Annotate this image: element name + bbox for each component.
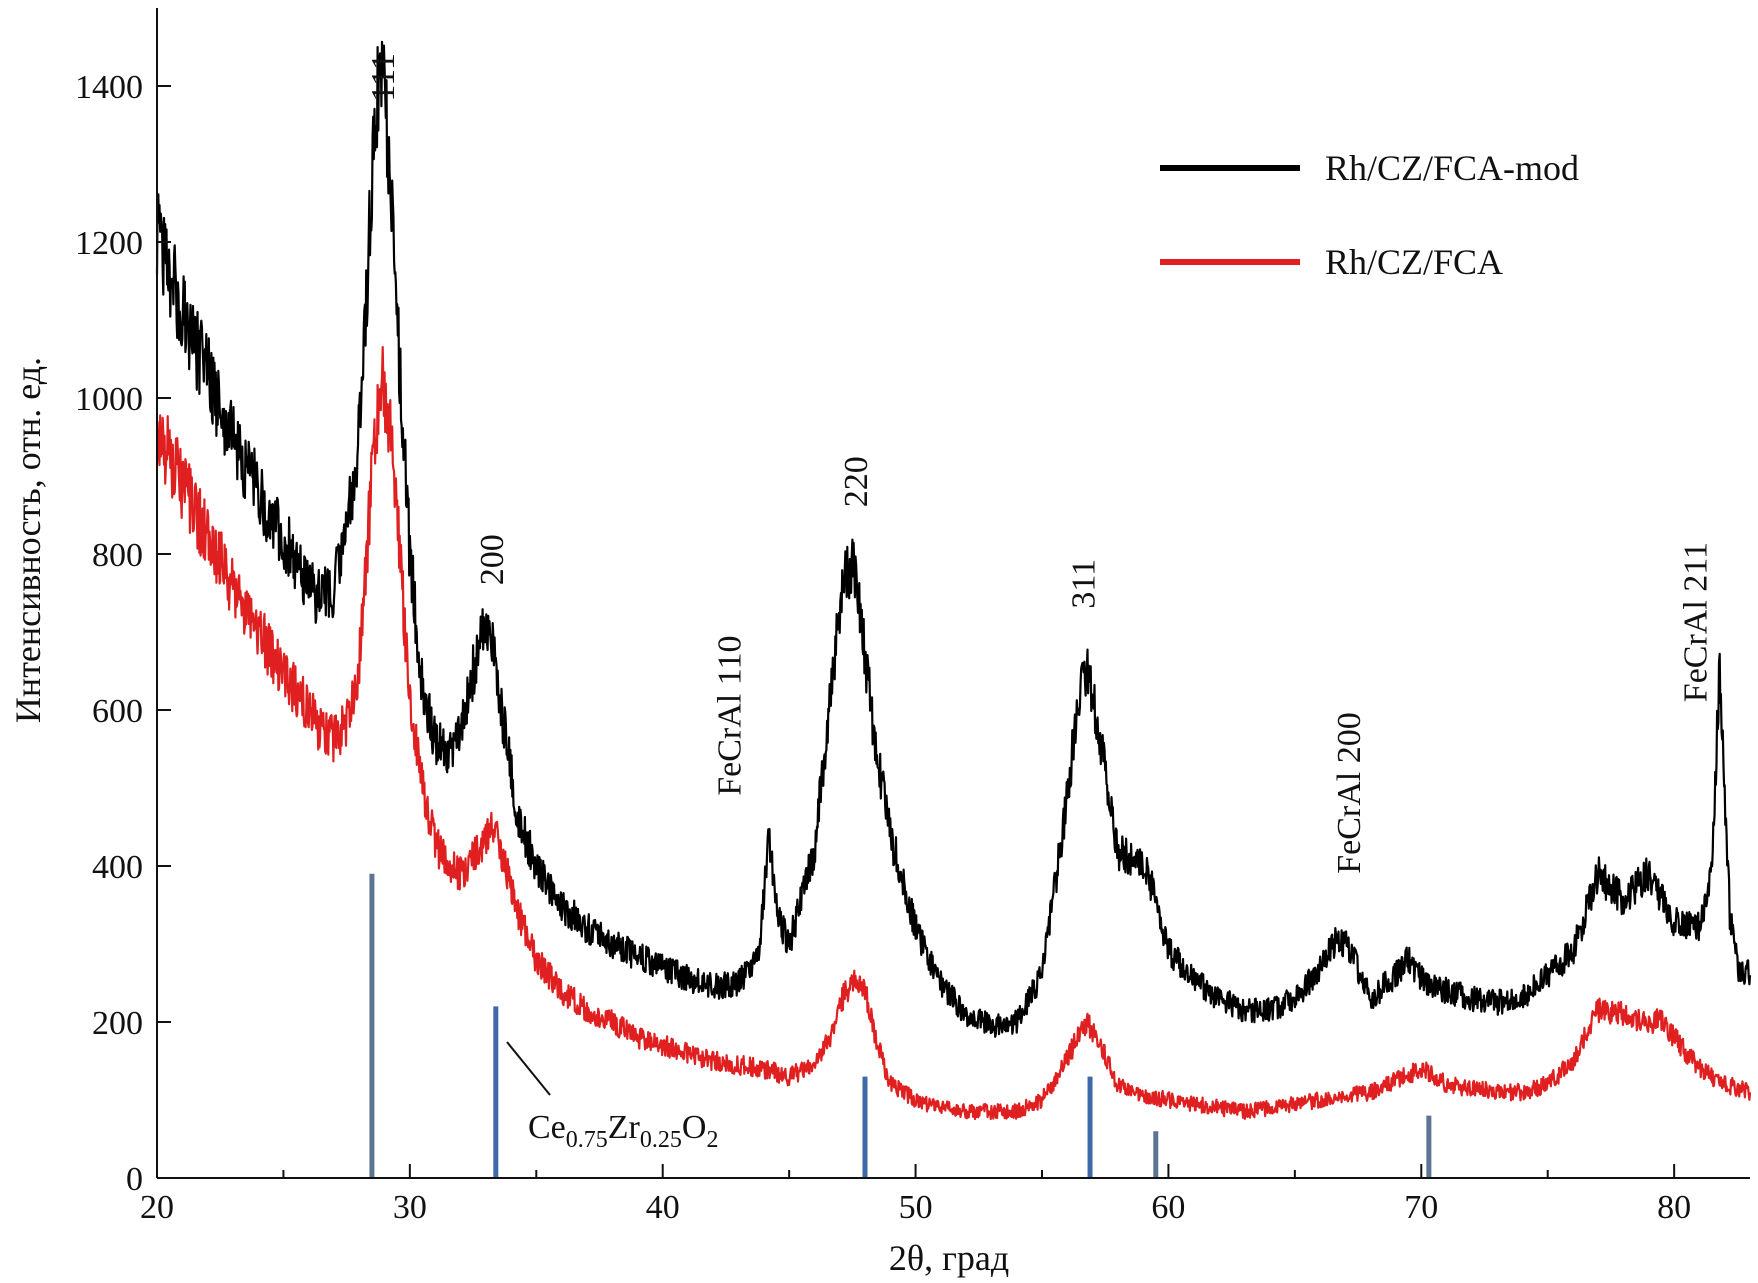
y-tick-label: 1000 [75, 381, 143, 418]
x-tick-label: 80 [1657, 1189, 1691, 1226]
y-tick-label: 1200 [75, 225, 143, 262]
peak-label: FeCrAl 211 [1677, 542, 1714, 702]
x-axis-label: 2θ, град [889, 1238, 1009, 1278]
y-tick-label: 400 [92, 849, 143, 886]
x-tick-label: 30 [393, 1189, 427, 1226]
reference-lines [369, 873, 1432, 1178]
peak-label: FeCrAl 110 [711, 636, 748, 796]
peak-label: 311 [1065, 559, 1102, 609]
peak-label: FeCrAl 200 [1331, 712, 1368, 874]
x-tick-label: 60 [1151, 1189, 1185, 1226]
series-line-1 [155, 346, 1752, 1121]
y-tick-label: 200 [92, 1005, 143, 1042]
x-tick-label: 70 [1404, 1189, 1438, 1226]
peak-label: 200 [474, 534, 511, 585]
peak-label: 220 [838, 456, 875, 507]
peak-label: 111 [365, 53, 402, 101]
y-tick-label: 0 [126, 1161, 143, 1198]
series-group [155, 40, 1752, 1121]
legend-label-mod: Rh/CZ/FCA-mod [1325, 148, 1579, 188]
legend: Rh/CZ/FCA-mod Rh/CZ/FCA [1160, 148, 1579, 282]
y-axis-label: Интенсивность, отн. ед. [8, 357, 48, 723]
y-tick-label: 600 [92, 693, 143, 730]
series-line-0 [155, 40, 1752, 1038]
y-tick-label: 1400 [75, 69, 143, 106]
ref-phase-label: Ce0.75Zr0.25O2 [528, 1109, 718, 1153]
x-tick-label: 50 [899, 1189, 933, 1226]
peak-labels: 111 200 220 311 FeCrAl 110 FeCrAl 200 FeCrAl 2… [365, 53, 1714, 874]
axes [156, 8, 1750, 1179]
x-tick-label: 20 [140, 1189, 174, 1226]
y-tick-label: 800 [92, 537, 143, 574]
x-tick-label: 40 [646, 1189, 680, 1226]
legend-label-base: Rh/CZ/FCA [1325, 242, 1503, 282]
ref-label-leader [506, 1041, 551, 1096]
